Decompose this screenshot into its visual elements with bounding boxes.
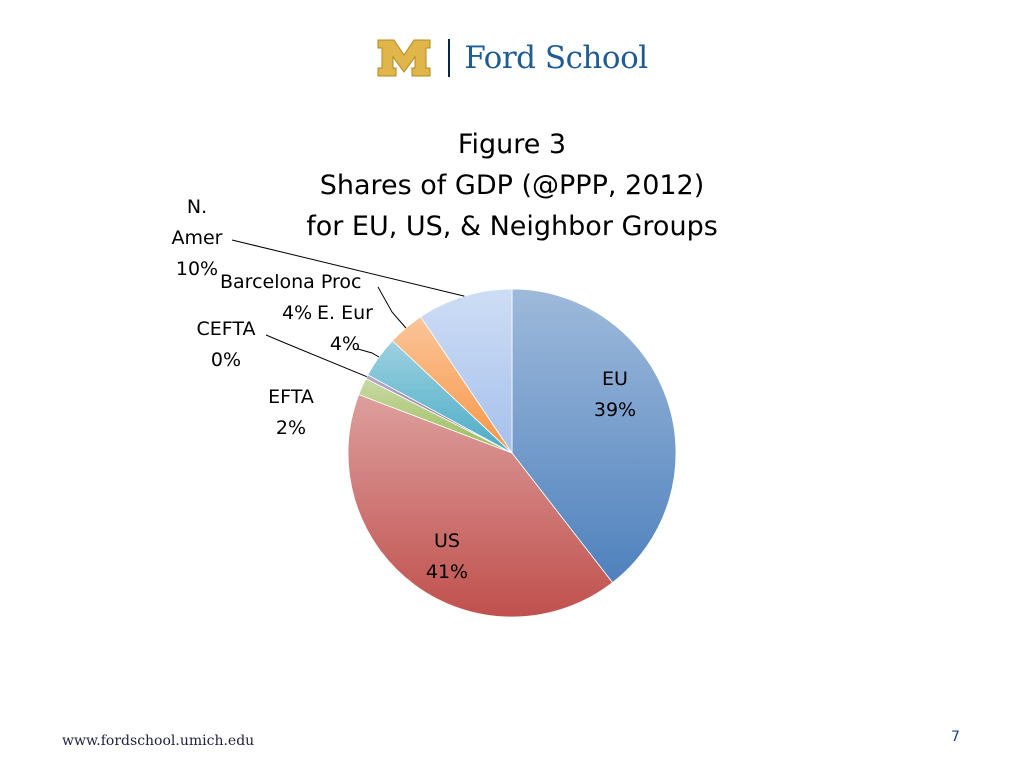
chart-title: Figure 3 Shares of GDP (@PPP, 2012) for … — [212, 124, 812, 247]
data-label-e-eur: E. Eur 4% — [317, 302, 373, 355]
chart-title-line-1: Figure 3 — [457, 129, 567, 160]
page-number: 7 — [951, 729, 960, 745]
data-label-us: US 41% — [425, 530, 469, 583]
leader-line-e-eur — [357, 348, 380, 358]
leader-line-cefta — [265, 334, 367, 378]
header-logo: Ford School — [0, 36, 1024, 80]
data-label-cefta: CEFTA 0% — [196, 318, 256, 371]
school-name: Ford School — [464, 40, 648, 76]
pie-slice-eu — [511, 288, 677, 584]
footer-url[interactable]: www.fordschool.umich.edu — [62, 733, 255, 749]
chart-title-line-2: Shares of GDP (@PPP, 2012) — [319, 170, 705, 201]
pie-slice-us — [347, 394, 614, 618]
data-label-barcelona-proc: Barcelona Proc 4% — [220, 271, 362, 324]
chart-title-line-3: for EU, US, & Neighbor Groups — [306, 211, 718, 242]
data-label-n-amer: N. Amer 10% — [171, 196, 223, 280]
data-label-eu: EU 39% — [593, 368, 637, 421]
logo-divider — [448, 39, 451, 77]
leader-line-n-amer — [231, 239, 465, 297]
data-label-efta: EFTA 2% — [268, 386, 314, 439]
michigan-m-logo — [377, 39, 431, 77]
leader-line-barcelona-proc — [377, 286, 407, 329]
